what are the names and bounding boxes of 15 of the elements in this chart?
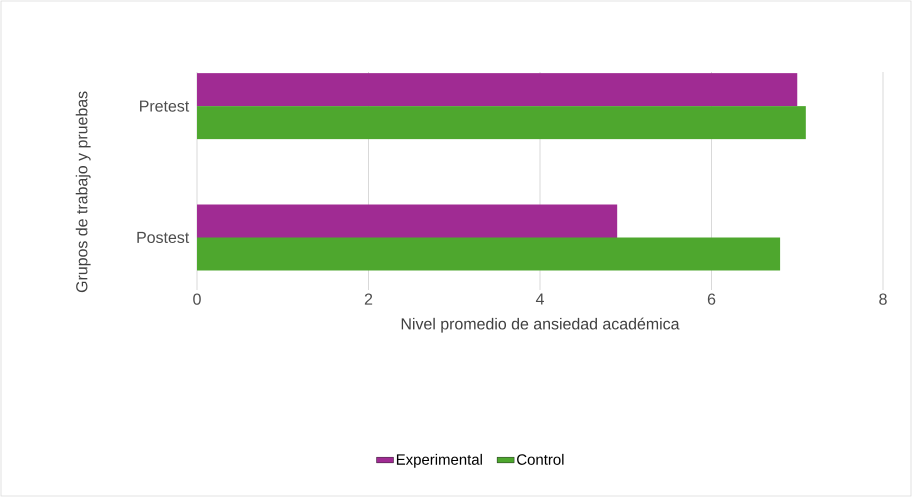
legend-label: Experimental [396, 454, 482, 468]
bar [197, 237, 780, 270]
bar [197, 106, 806, 140]
y-tick-label: Pretest [140, 100, 190, 112]
bar [197, 73, 798, 106]
x-tick-label: 8 [879, 294, 887, 305]
y-axis-title: Grupos de trabajo y pruebas [76, 91, 91, 292]
x-tick-label: 0 [193, 294, 201, 305]
x-axis-title: Nivel promedio de ansiedad académica [402, 318, 680, 333]
legend-label: Control [517, 454, 564, 465]
x-tick-label: 4 [536, 294, 544, 304]
x-tick-label: 6 [708, 294, 716, 305]
y-tick-label: Postest [137, 232, 190, 244]
bar [197, 204, 618, 238]
x-tick-label: 2 [364, 294, 372, 305]
